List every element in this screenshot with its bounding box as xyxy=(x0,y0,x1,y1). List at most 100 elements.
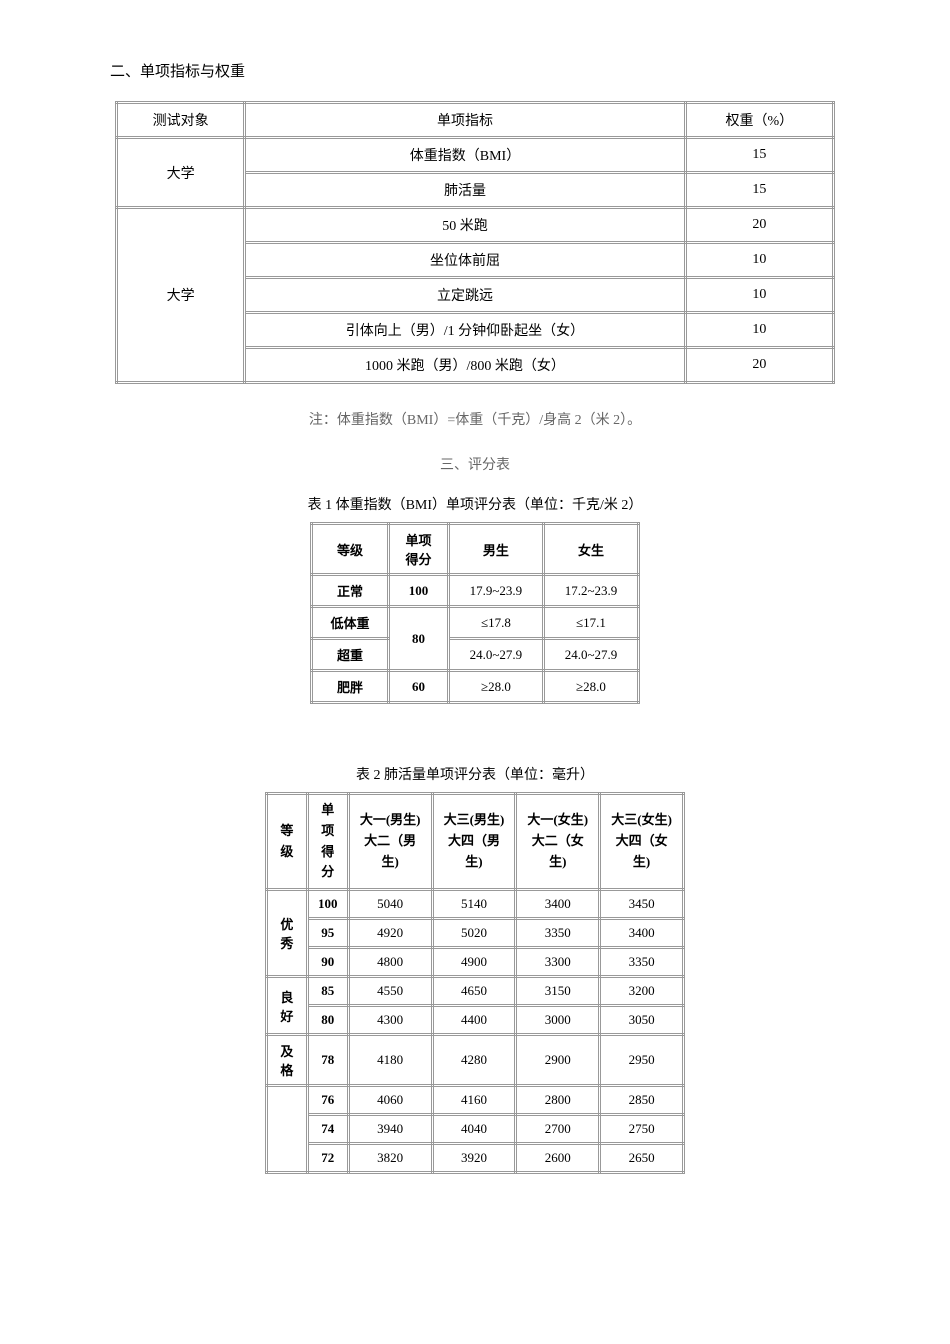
table-cell: 80 xyxy=(307,1006,348,1035)
header-score: 单项 得分 xyxy=(307,794,348,890)
table-cell: 2900 xyxy=(516,1035,600,1086)
table-cell: 20 xyxy=(685,348,833,383)
table-cell: 3940 xyxy=(348,1115,432,1144)
table-cell: 4400 xyxy=(432,1006,516,1035)
table-cell: 3400 xyxy=(600,919,684,948)
table-cell: 3350 xyxy=(516,919,600,948)
table-cell: 20 xyxy=(685,208,833,243)
section2-title: 二、单项指标与权重 xyxy=(80,60,870,81)
table-cell: 50 米跑 xyxy=(245,208,685,243)
table-cell: 4550 xyxy=(348,977,432,1006)
table-cell: 大学 xyxy=(117,208,245,383)
table-cell: 肥胖 xyxy=(312,671,389,703)
table-cell: 2700 xyxy=(516,1115,600,1144)
table-cell: 2950 xyxy=(600,1035,684,1086)
bmi-table: 等级 单项 得分 男生 女生 正常 100 17.9~23.9 17.2~23.… xyxy=(310,522,640,704)
table1-caption: 表 1 体重指数（BMI）单项评分表（单位：千克/米 2） xyxy=(80,494,870,514)
table-cell: ≤17.1 xyxy=(543,607,638,639)
table-cell: 大学 xyxy=(117,138,245,208)
table-cell: 60 xyxy=(389,671,449,703)
header-col1: 大一(男生)大二（男生) xyxy=(348,794,432,890)
table-cell: 17.9~23.9 xyxy=(448,575,543,607)
table-cell: 5140 xyxy=(432,890,516,919)
table-cell: 3050 xyxy=(600,1006,684,1035)
header-grade: 等级 xyxy=(312,524,389,575)
table-cell: ≥28.0 xyxy=(448,671,543,703)
table-cell: 78 xyxy=(307,1035,348,1086)
table-cell: 4800 xyxy=(348,948,432,977)
table-cell: 24.0~27.9 xyxy=(448,639,543,671)
table-cell: 2850 xyxy=(600,1086,684,1115)
header-col4: 大三(女生)大四（女生) xyxy=(600,794,684,890)
table-cell: 100 xyxy=(307,890,348,919)
table-cell: 90 xyxy=(307,948,348,977)
table-cell: 10 xyxy=(685,243,833,278)
header-col2: 大三(男生)大四（男生) xyxy=(432,794,516,890)
header-male: 男生 xyxy=(448,524,543,575)
table-cell: 2750 xyxy=(600,1115,684,1144)
table-cell: 4300 xyxy=(348,1006,432,1035)
table-cell: 4160 xyxy=(432,1086,516,1115)
header-subject: 测试对象 xyxy=(117,103,245,138)
table-cell: 引体向上（男）/1 分钟仰卧起坐（女） xyxy=(245,313,685,348)
table-cell: 3150 xyxy=(516,977,600,1006)
table-cell: 立定跳远 xyxy=(245,278,685,313)
table-cell: 3820 xyxy=(348,1144,432,1173)
table-cell: 4060 xyxy=(348,1086,432,1115)
table-cell xyxy=(267,1086,308,1173)
table-cell: 10 xyxy=(685,313,833,348)
table-cell: 优秀 xyxy=(267,890,308,977)
table-cell: ≥28.0 xyxy=(543,671,638,703)
table-cell: 74 xyxy=(307,1115,348,1144)
table-cell: 3350 xyxy=(600,948,684,977)
bmi-note: 注：体重指数（BMI）=体重（千克）/身高 2（米 2）。 xyxy=(80,409,870,429)
table-cell: 3000 xyxy=(516,1006,600,1035)
header-weight: 权重（%） xyxy=(685,103,833,138)
table-cell: 4180 xyxy=(348,1035,432,1086)
table-cell: 17.2~23.9 xyxy=(543,575,638,607)
table-cell: 4280 xyxy=(432,1035,516,1086)
table-cell: 及格 xyxy=(267,1035,308,1086)
table-cell: 低体重 xyxy=(312,607,389,639)
table-cell: 体重指数（BMI） xyxy=(245,138,685,173)
table-cell: 超重 xyxy=(312,639,389,671)
table-cell: 4900 xyxy=(432,948,516,977)
table-cell: ≤17.8 xyxy=(448,607,543,639)
table-cell: 76 xyxy=(307,1086,348,1115)
table-cell: 正常 xyxy=(312,575,389,607)
table-cell: 良好 xyxy=(267,977,308,1035)
table-cell: 4650 xyxy=(432,977,516,1006)
table-cell: 72 xyxy=(307,1144,348,1173)
table-cell: 2650 xyxy=(600,1144,684,1173)
table2-caption: 表 2 肺活量单项评分表（单位：毫升） xyxy=(80,764,870,784)
table-cell: 5020 xyxy=(432,919,516,948)
table-cell: 24.0~27.9 xyxy=(543,639,638,671)
header-indicator: 单项指标 xyxy=(245,103,685,138)
table-cell: 85 xyxy=(307,977,348,1006)
header-score: 单项 得分 xyxy=(389,524,449,575)
table-cell: 4920 xyxy=(348,919,432,948)
header-female: 女生 xyxy=(543,524,638,575)
header-grade: 等级 xyxy=(267,794,308,890)
table-cell: 2800 xyxy=(516,1086,600,1115)
table-cell: 肺活量 xyxy=(245,173,685,208)
table-cell: 80 xyxy=(389,607,449,671)
table-cell: 3920 xyxy=(432,1144,516,1173)
table-cell: 95 xyxy=(307,919,348,948)
table-cell: 坐位体前屈 xyxy=(245,243,685,278)
table-cell: 1000 米跑（男）/800 米跑（女） xyxy=(245,348,685,383)
table-cell: 15 xyxy=(685,173,833,208)
table-cell: 10 xyxy=(685,278,833,313)
table-cell: 3400 xyxy=(516,890,600,919)
table-cell: 3450 xyxy=(600,890,684,919)
table-cell: 100 xyxy=(389,575,449,607)
weight-table: 测试对象 单项指标 权重（%） 大学 体重指数（BMI） 15 肺活量 15 大… xyxy=(115,101,835,384)
lung-table: 等级 单项 得分 大一(男生)大二（男生) 大三(男生)大四（男生) 大一(女生… xyxy=(265,792,685,1174)
table-cell: 15 xyxy=(685,138,833,173)
header-col3: 大一(女生)大二（女生) xyxy=(516,794,600,890)
section3-title: 三、评分表 xyxy=(80,454,870,474)
table-cell: 5040 xyxy=(348,890,432,919)
table-cell: 3300 xyxy=(516,948,600,977)
table-cell: 4040 xyxy=(432,1115,516,1144)
table-cell: 2600 xyxy=(516,1144,600,1173)
